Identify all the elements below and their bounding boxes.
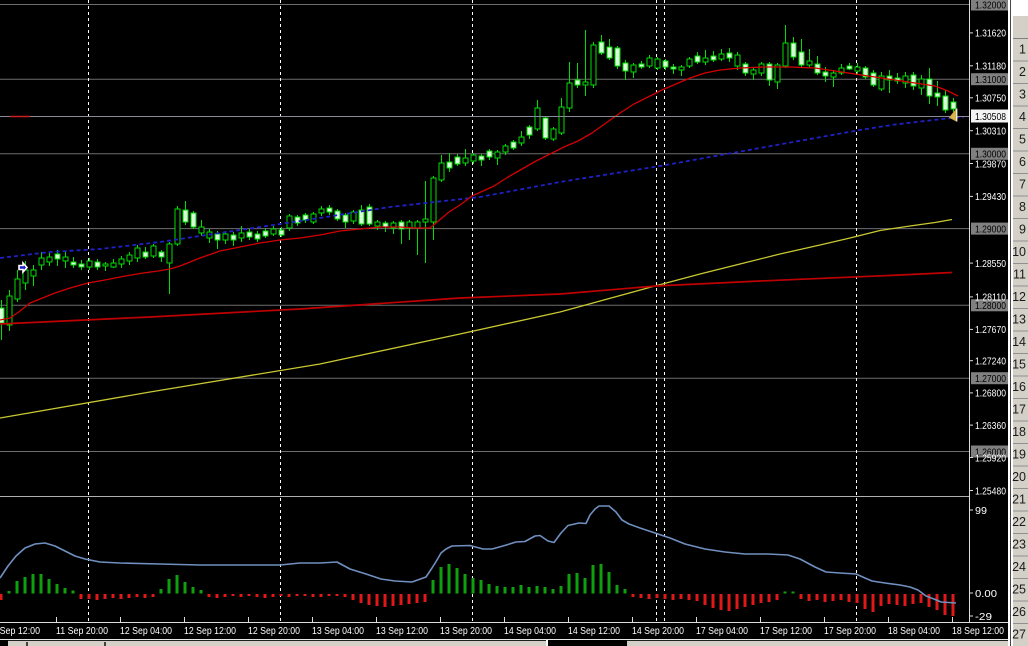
svg-text:1.27240: 1.27240 [975, 356, 1006, 368]
svg-text:16: 16 [1012, 380, 1026, 394]
svg-text:26: 26 [1012, 605, 1026, 619]
svg-text:14 Sep 12:00: 14 Sep 12:00 [568, 625, 620, 637]
svg-text:1.31620: 1.31620 [975, 28, 1006, 40]
svg-text:18 Sep 04:00: 18 Sep 04:00 [888, 625, 940, 637]
svg-text:18: 18 [1012, 425, 1026, 439]
svg-text:8: 8 [1019, 200, 1026, 214]
svg-text:1: 1 [1019, 43, 1026, 57]
svg-text:11: 11 [1013, 268, 1026, 282]
svg-text:1.27670: 1.27670 [975, 324, 1006, 336]
svg-text:24: 24 [1012, 560, 1026, 574]
svg-text:1.26000: 1.26000 [975, 446, 1006, 458]
svg-text:1.27000: 1.27000 [975, 373, 1006, 385]
svg-text:1.25480: 1.25480 [975, 485, 1006, 497]
svg-text:27: 27 [1012, 628, 1026, 642]
svg-text:11 Sep 12:00: 11 Sep 12:00 [0, 625, 40, 637]
svg-text:12 Sep 04:00: 12 Sep 04:00 [120, 625, 172, 637]
svg-text:13: 13 [1012, 313, 1026, 327]
svg-text:1.26800: 1.26800 [975, 388, 1006, 400]
svg-text:18 Sep 12:00: 18 Sep 12:00 [952, 625, 1004, 637]
svg-text:14 Sep 20:00: 14 Sep 20:00 [632, 625, 684, 637]
svg-text:25: 25 [1012, 583, 1026, 597]
svg-text:20: 20 [1012, 470, 1026, 484]
svg-text:1.30750: 1.30750 [975, 93, 1006, 105]
svg-text:-29: -29 [975, 611, 992, 623]
svg-text:1.28110: 1.28110 [975, 292, 1006, 304]
svg-text:17: 17 [1012, 403, 1026, 417]
svg-text:22: 22 [1012, 515, 1026, 529]
svg-text:15: 15 [1012, 358, 1026, 372]
svg-text:1.30310: 1.30310 [975, 126, 1006, 138]
svg-text:17 Sep 12:00: 17 Sep 12:00 [760, 625, 812, 637]
svg-text:99: 99 [975, 505, 987, 517]
svg-text:1.28000: 1.28000 [975, 300, 1006, 312]
svg-text:10: 10 [1012, 245, 1026, 259]
svg-text:0.00: 0.00 [975, 588, 997, 600]
svg-text:1.31180: 1.31180 [975, 61, 1006, 73]
svg-text:12: 12 [1012, 290, 1026, 304]
svg-text:12 Sep 20:00: 12 Sep 20:00 [248, 625, 300, 637]
svg-text:21: 21 [1012, 493, 1026, 507]
svg-text:1.29000: 1.29000 [975, 223, 1006, 235]
svg-text:2: 2 [1019, 65, 1026, 79]
svg-text:3: 3 [1019, 88, 1026, 102]
svg-text:13 Sep 12:00: 13 Sep 12:00 [376, 625, 428, 637]
svg-text:1.29870: 1.29870 [975, 158, 1006, 170]
svg-text:4: 4 [1019, 110, 1026, 124]
svg-text:1.31000: 1.31000 [975, 74, 1006, 86]
svg-text:17 Sep 20:00: 17 Sep 20:00 [824, 625, 876, 637]
svg-text:23: 23 [1012, 538, 1026, 552]
svg-text:5: 5 [1019, 133, 1026, 147]
svg-text:13 Sep 20:00: 13 Sep 20:00 [440, 625, 492, 637]
svg-text:17 Sep 04:00: 17 Sep 04:00 [696, 625, 748, 637]
svg-text:19: 19 [1012, 448, 1026, 462]
svg-text:14 Sep 04:00: 14 Sep 04:00 [504, 625, 556, 637]
svg-text:11 Sep 20:00: 11 Sep 20:00 [56, 625, 108, 637]
svg-text:1.25920: 1.25920 [975, 452, 1006, 464]
svg-text:1.32000: 1.32000 [975, 0, 1006, 11]
svg-text:6: 6 [1019, 155, 1026, 169]
svg-text:7: 7 [1019, 178, 1026, 192]
svg-text:13 Sep 04:00: 13 Sep 04:00 [312, 625, 364, 637]
svg-text:1.26360: 1.26360 [975, 420, 1006, 432]
svg-text:9: 9 [1019, 223, 1026, 237]
svg-text:1.30000: 1.30000 [975, 149, 1006, 161]
svg-text:14: 14 [1012, 335, 1026, 349]
svg-text:1.28550: 1.28550 [975, 258, 1006, 270]
svg-text:1.29430: 1.29430 [975, 191, 1006, 203]
svg-text:12 Sep 12:00: 12 Sep 12:00 [184, 625, 236, 637]
svg-text:1.30508: 1.30508 [975, 111, 1006, 123]
